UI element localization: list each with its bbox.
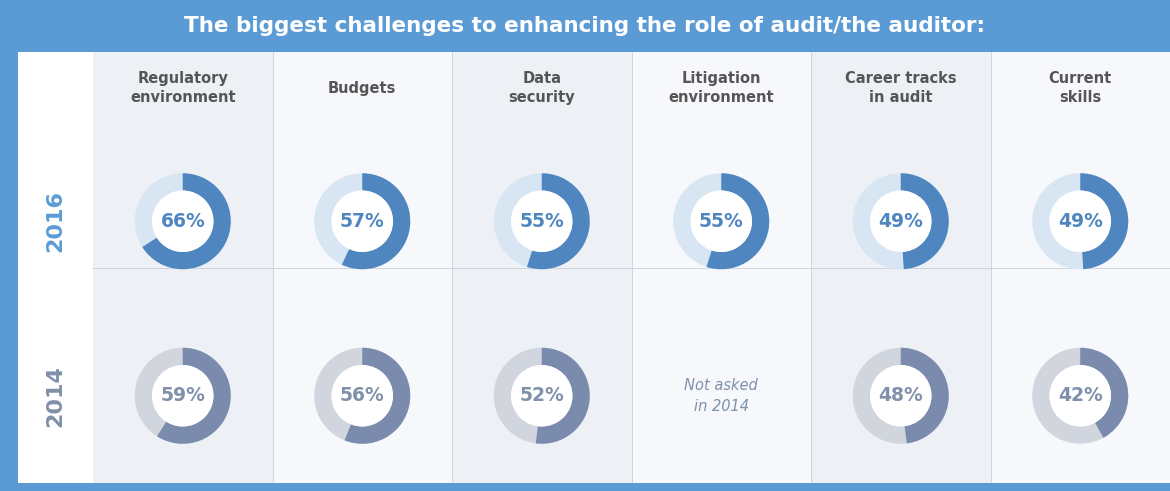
Bar: [632, 52, 811, 483]
Wedge shape: [342, 173, 411, 269]
Text: 66%: 66%: [160, 212, 205, 231]
Text: 59%: 59%: [160, 386, 205, 405]
Circle shape: [152, 191, 213, 252]
Wedge shape: [345, 348, 411, 444]
Wedge shape: [494, 173, 590, 269]
Bar: [991, 52, 1170, 483]
Text: Career tracks
in audit: Career tracks in audit: [845, 71, 957, 105]
Bar: [452, 52, 632, 483]
Text: Current
skills: Current skills: [1048, 71, 1111, 105]
Circle shape: [1049, 365, 1112, 427]
Text: 56%: 56%: [339, 386, 385, 405]
Text: 49%: 49%: [1058, 212, 1102, 231]
Text: 2014: 2014: [46, 365, 66, 427]
Wedge shape: [157, 348, 230, 444]
Bar: [0, 52, 18, 483]
Wedge shape: [901, 173, 949, 269]
Text: Budgets: Budgets: [328, 81, 397, 96]
Text: 2016: 2016: [46, 190, 66, 252]
Text: 52%: 52%: [519, 386, 564, 405]
Circle shape: [331, 191, 393, 252]
Bar: [0, 483, 1170, 491]
Circle shape: [511, 191, 572, 252]
Bar: [811, 52, 991, 483]
Circle shape: [870, 191, 931, 252]
Circle shape: [1049, 191, 1112, 252]
Bar: [273, 52, 452, 483]
Wedge shape: [135, 348, 230, 444]
Wedge shape: [1080, 173, 1128, 269]
Circle shape: [152, 365, 213, 427]
Wedge shape: [1032, 348, 1128, 444]
Text: Litigation
environment: Litigation environment: [668, 71, 775, 105]
Wedge shape: [536, 348, 590, 444]
Text: Regulatory
environment: Regulatory environment: [130, 71, 235, 105]
Wedge shape: [853, 173, 949, 269]
Wedge shape: [135, 173, 230, 269]
Wedge shape: [315, 173, 411, 269]
Wedge shape: [673, 173, 769, 269]
Bar: [92, 52, 273, 483]
Text: The biggest challenges to enhancing the role of audit/the auditor:: The biggest challenges to enhancing the …: [185, 16, 985, 36]
Wedge shape: [526, 173, 590, 269]
Circle shape: [511, 365, 572, 427]
Text: 49%: 49%: [879, 212, 923, 231]
Bar: [18, 52, 92, 483]
Wedge shape: [1032, 173, 1128, 269]
Wedge shape: [143, 173, 230, 269]
Circle shape: [690, 191, 752, 252]
Wedge shape: [901, 348, 949, 443]
Text: Data
security: Data security: [509, 71, 576, 105]
Text: 42%: 42%: [1058, 386, 1102, 405]
Wedge shape: [315, 348, 411, 444]
Circle shape: [870, 365, 931, 427]
Text: 55%: 55%: [698, 212, 744, 231]
Wedge shape: [853, 348, 949, 444]
Wedge shape: [707, 173, 769, 269]
Circle shape: [331, 365, 393, 427]
Text: 48%: 48%: [879, 386, 923, 405]
Text: 55%: 55%: [519, 212, 564, 231]
Wedge shape: [1080, 348, 1128, 438]
Text: 57%: 57%: [339, 212, 385, 231]
Bar: [0, 0, 1170, 52]
Text: Not asked
in 2014: Not asked in 2014: [684, 378, 758, 414]
Wedge shape: [494, 348, 590, 444]
